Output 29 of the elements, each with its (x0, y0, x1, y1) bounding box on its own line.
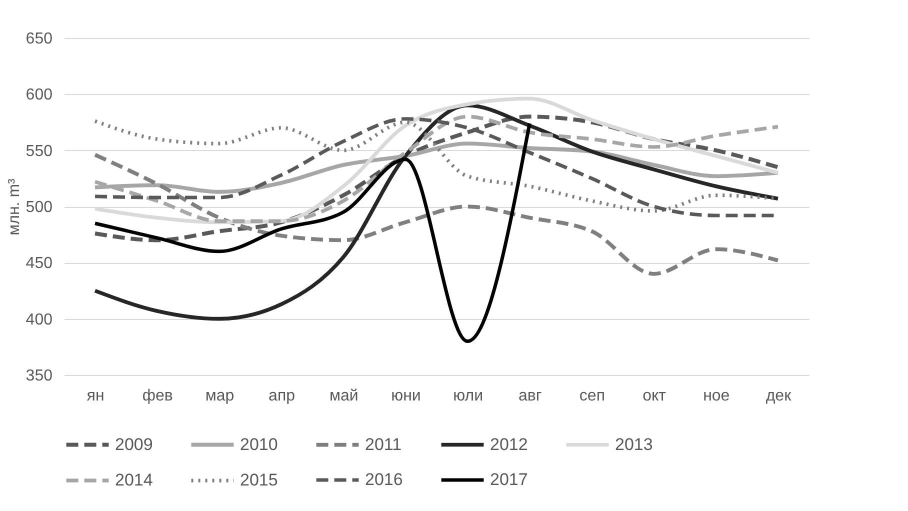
y-tick-label: 550 (26, 142, 53, 160)
y-tick-label: 500 (26, 199, 53, 216)
legend-label: 2016 (365, 470, 403, 489)
legend-label: 2010 (240, 434, 278, 454)
legend-label: 2013 (615, 434, 653, 454)
legend-label: 2011 (365, 434, 402, 454)
x-tick-label: мар (205, 388, 234, 404)
x-tick-label: май (329, 388, 358, 404)
y-tick-label: 350 (26, 368, 53, 384)
x-tick-label: ное (703, 388, 730, 404)
y-tick-label: 450 (26, 255, 53, 272)
legend-label: 2012 (490, 434, 528, 454)
x-tick-label: дек (766, 388, 792, 404)
legend-label: 2017 (490, 470, 528, 489)
y-axis-title: млн. m³ (6, 178, 23, 236)
x-tick-label: сеп (579, 388, 605, 404)
x-tick-label: юли (453, 388, 484, 404)
x-tick-label: апр (268, 388, 296, 404)
x-tick-label: окт (642, 388, 667, 404)
x-tick-label: авг (518, 388, 542, 404)
x-tick-label: ян (86, 388, 104, 404)
x-tick-label: фев (142, 388, 173, 404)
x-tick-label: юни (391, 388, 421, 404)
legend-label: 2014 (115, 470, 153, 490)
y-tick-label: 600 (26, 86, 53, 104)
y-tick-label: 650 (26, 30, 53, 48)
legend-label: 2015 (240, 470, 278, 490)
legend-label: 2009 (115, 434, 153, 454)
y-tick-label: 400 (26, 311, 53, 328)
